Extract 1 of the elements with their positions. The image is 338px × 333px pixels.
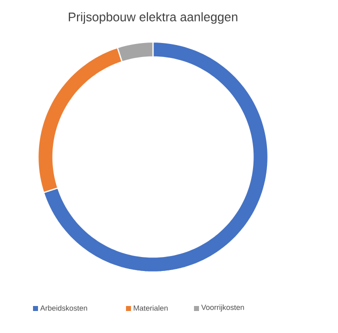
chart-title: Prijsopbouw elektra aanleggen xyxy=(68,12,238,24)
